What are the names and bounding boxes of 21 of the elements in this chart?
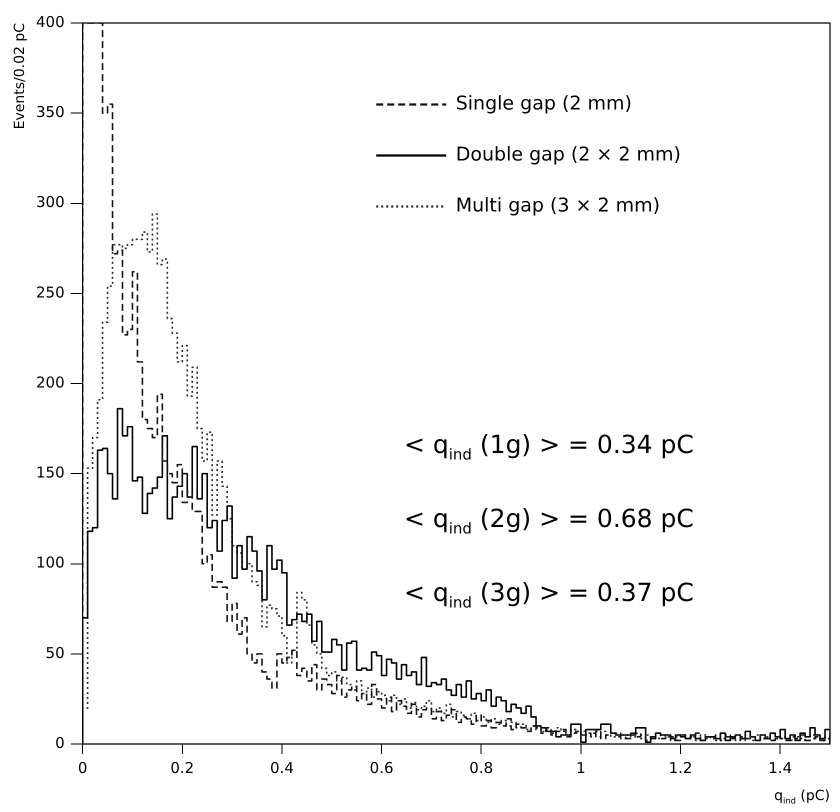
x-tick-label: 0 <box>78 758 88 777</box>
y-tick-label: 250 <box>36 283 65 302</box>
legend-label: Single gap (2 mm) <box>456 92 632 114</box>
y-tick-label: 300 <box>36 193 65 212</box>
x-tick-label: 0.4 <box>270 758 294 777</box>
x-tick-label: 1.2 <box>668 758 692 777</box>
x-tick-label: 1 <box>576 758 586 777</box>
x-tick-label: 1.4 <box>768 758 792 777</box>
x-tick-label: 0.8 <box>469 758 494 777</box>
y-tick-label: 100 <box>36 554 65 572</box>
y-tick-label: 400 <box>36 12 65 31</box>
x-tick-label: 0.2 <box>170 758 194 777</box>
y-tick-label: 150 <box>36 464 65 482</box>
x-tick-label: 0.6 <box>370 758 394 777</box>
legend-label: Multi gap (3 × 2 mm) <box>456 194 660 216</box>
y-tick-label: 50 <box>46 644 65 662</box>
y-tick-label: 200 <box>36 373 65 392</box>
legend-label: Double gap (2 × 2 mm) <box>456 143 681 166</box>
y-tick-label: 0 <box>55 734 65 752</box>
y-axis-title: Events/0.02 pC <box>12 22 28 130</box>
y-tick-label: 350 <box>36 103 65 122</box>
